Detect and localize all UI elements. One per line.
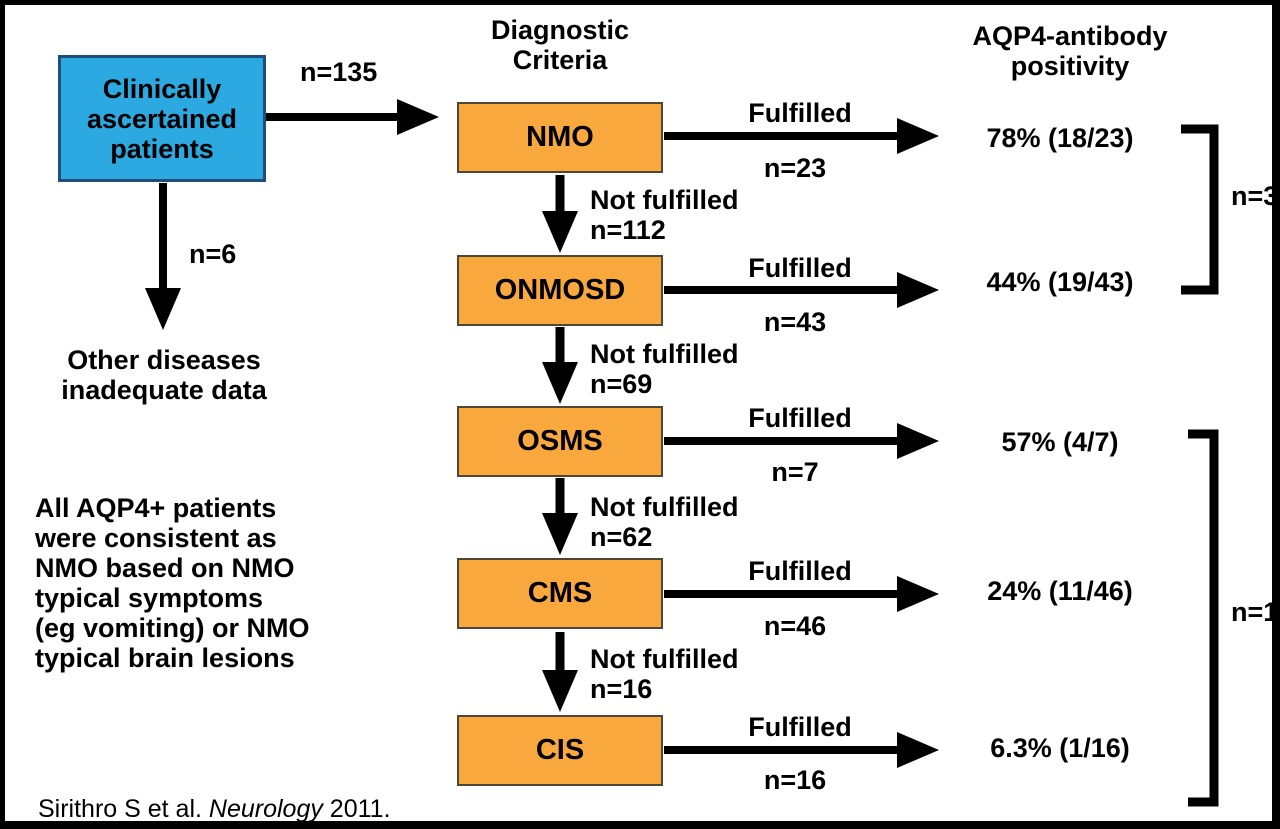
not-fulfilled-text: Not fulfilled <box>590 339 739 369</box>
label-fulfilled-nmo: Fulfilled <box>748 98 852 128</box>
not-fulfilled-text: Not fulfilled <box>590 644 739 674</box>
label-fulfilled-n-osms: n=7 <box>771 457 819 487</box>
label-fulfilled-osms: Fulfilled <box>748 403 852 433</box>
bracket-label-bottom: n=1 <box>1231 597 1279 627</box>
label-not-fulfilled-onmosd: Not fulfilled n=69 <box>590 339 738 399</box>
criteria-box-cms: CMS <box>457 558 663 629</box>
header-diagnostic-criteria: Diagnostic Criteria <box>490 15 630 75</box>
not-fulfilled-n: n=69 <box>590 369 653 399</box>
label-other-diseases: Other diseases inadequate data <box>61 345 267 405</box>
label-fulfilled-n-cis: n=16 <box>763 765 827 795</box>
not-fulfilled-n: n=62 <box>590 522 653 552</box>
citation: Sirithro S et al. Neurology 2011. <box>38 795 391 823</box>
criteria-box-onmosd: ONMOSD <box>457 255 663 326</box>
label-fulfilled-n-cms: n=46 <box>763 611 827 641</box>
bracket-label-top: n=3 <box>1231 181 1279 211</box>
label-not-fulfilled-osms: Not fulfilled n=62 <box>590 492 738 552</box>
note-aqp4-consistency: All AQP4+ patients were consistent as NM… <box>35 493 310 673</box>
not-fulfilled-n: n=16 <box>590 674 653 704</box>
label-fulfilled-n-onmosd: n=43 <box>763 307 827 337</box>
criteria-box-osms: OSMS <box>457 406 663 477</box>
result-cms: 24% (11/46) <box>987 576 1133 606</box>
not-fulfilled-text: Not fulfilled <box>590 185 739 215</box>
citation-suffix: 2011. <box>322 795 391 823</box>
label-fulfilled-onmosd: Fulfilled <box>748 253 852 283</box>
label-fulfilled-cis: Fulfilled <box>748 712 852 742</box>
bracket-osms-cms-cis <box>1188 429 1219 807</box>
patients-box: Clinically ascertained patients <box>58 55 266 182</box>
criteria-box-nmo: NMO <box>457 102 663 173</box>
label-not-fulfilled-nmo: Not fulfilled n=112 <box>590 185 738 245</box>
citation-prefix: Sirithro S et al. <box>38 795 209 823</box>
label-not-fulfilled-cms: Not fulfilled n=16 <box>590 644 738 704</box>
not-fulfilled-text: Not fulfilled <box>590 492 739 522</box>
label-n6: n=6 <box>189 239 237 269</box>
result-osms: 57% (4/7) <box>1001 427 1119 457</box>
label-fulfilled-n-nmo: n=23 <box>763 153 827 183</box>
result-nmo: 78% (18/23) <box>986 123 1134 153</box>
header-aqp4-positivity: AQP4-antibody positivity <box>972 21 1168 81</box>
result-cis: 6.3% (1/16) <box>990 733 1130 763</box>
criteria-box-cis: CIS <box>457 715 663 786</box>
not-fulfilled-n: n=112 <box>590 215 666 245</box>
label-n135: n=135 <box>300 57 378 87</box>
citation-journal: Neurology <box>208 795 323 823</box>
bracket-nmo-onmosd <box>1181 124 1219 295</box>
label-fulfilled-cms: Fulfilled <box>748 556 852 586</box>
result-onmosd: 44% (19/43) <box>986 267 1134 297</box>
